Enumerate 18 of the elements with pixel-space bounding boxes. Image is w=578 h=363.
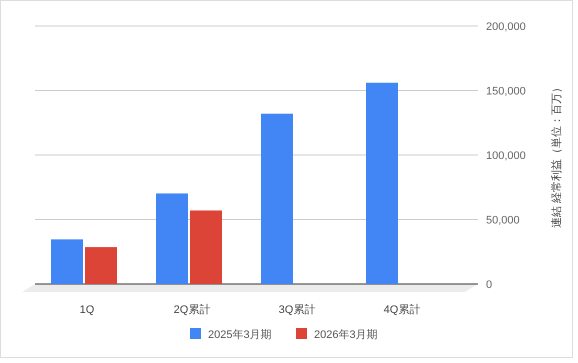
bar (51, 239, 83, 284)
ylabel: 連結 経常利益（単位：百万） (551, 82, 563, 228)
bar (261, 114, 293, 284)
legend-label: 2026年3月期 (314, 329, 378, 341)
ytick: 0 (486, 279, 492, 291)
ytick: 200,000 (486, 21, 526, 33)
bar (366, 82, 398, 284)
xtick: 4Q累計 (384, 304, 420, 316)
bar (85, 247, 117, 284)
legend-label: 2025年3月期 (208, 329, 272, 341)
xtick: 2Q累計 (174, 304, 210, 316)
ytick: 100,000 (486, 150, 526, 162)
ytick: 50,000 (486, 214, 520, 226)
bar (190, 210, 222, 284)
ytick: 150,000 (486, 86, 526, 98)
xtick: 3Q累計 (278, 304, 316, 316)
xtick: 1Q (80, 304, 94, 316)
bar (156, 193, 188, 284)
